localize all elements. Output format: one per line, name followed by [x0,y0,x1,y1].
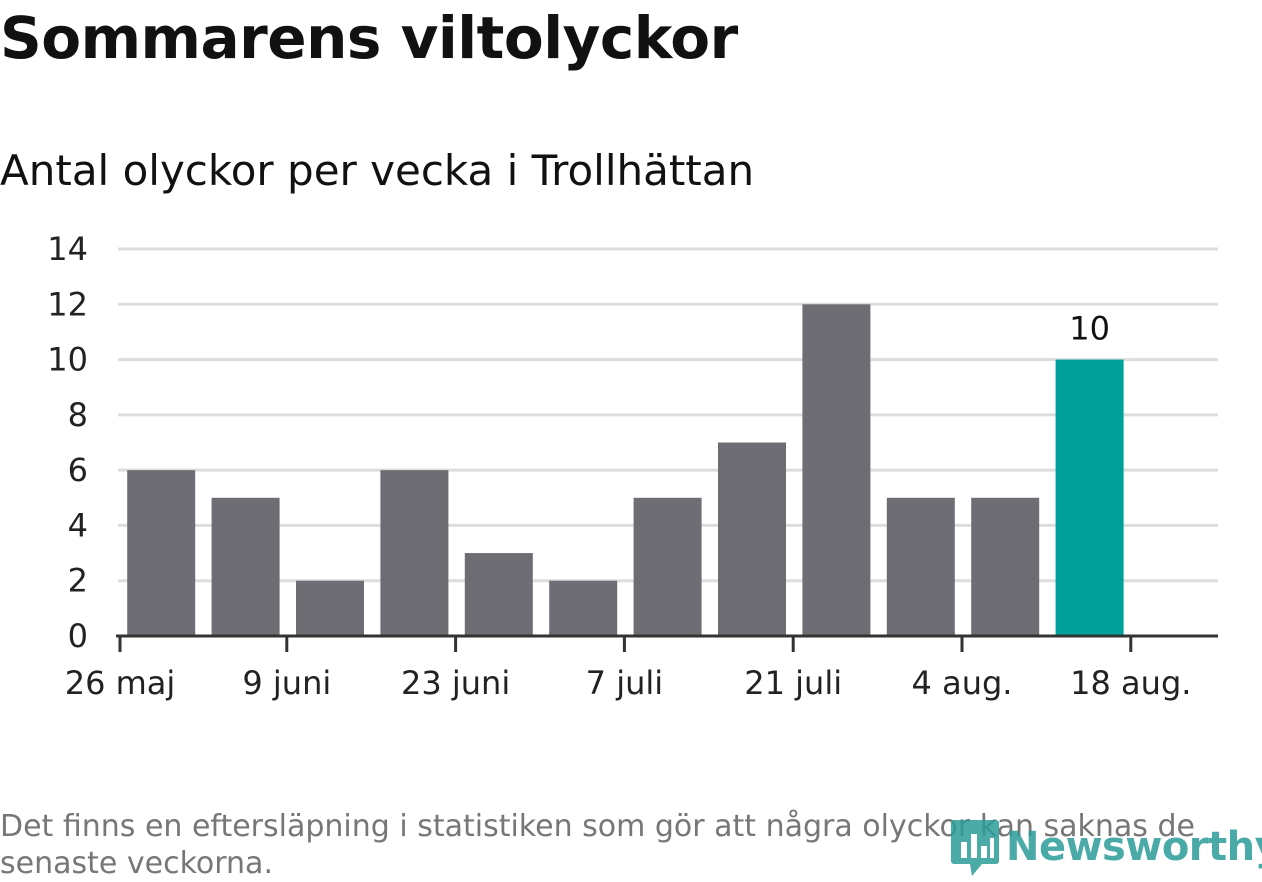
bar [971,497,1040,636]
bar-chart-pin-icon [951,820,999,876]
y-tick-label: 10 [47,341,88,379]
chart-subtitle: Antal olyckor per vecka i Trollhättan [0,146,755,195]
y-tick-label: 8 [68,396,88,434]
bar [211,497,280,636]
x-tick-label: 9 juni [242,664,331,702]
bar [1055,359,1124,636]
x-tick-label: 4 aug. [912,664,1013,702]
x-tick-label: 7 juli [586,664,663,702]
logo-text: Newsworthy [1006,824,1262,870]
bar [549,580,618,636]
chart-title: Sommarens viltolyckor [0,4,738,72]
y-tick-label: 0 [68,617,88,655]
bar [802,304,871,636]
bar-chart: 0 2 4 6 8 10 12 14 10 26 maj 9 juni 23 juni 7 juli 21… [47,230,1218,702]
data-label: 10 [1069,310,1110,348]
bar [296,580,364,636]
y-tick-label: 4 [68,506,88,544]
x-tick-label: 18 aug. [1070,664,1191,702]
bar [718,442,786,636]
bar [380,470,449,636]
bar [633,497,702,636]
x-tick-label: 26 maj [65,664,176,702]
x-tick-label: 23 juni [401,664,510,702]
x-tick-label: 21 juli [744,664,842,702]
newsworthy-logo: Newsworthy [950,816,1262,878]
y-tick-label: 6 [68,451,88,489]
bar [464,553,533,636]
bar [127,470,196,636]
y-tick-label: 12 [47,285,88,323]
y-tick-label: 14 [47,230,88,268]
y-tick-label: 2 [68,562,88,600]
bar [886,497,955,636]
